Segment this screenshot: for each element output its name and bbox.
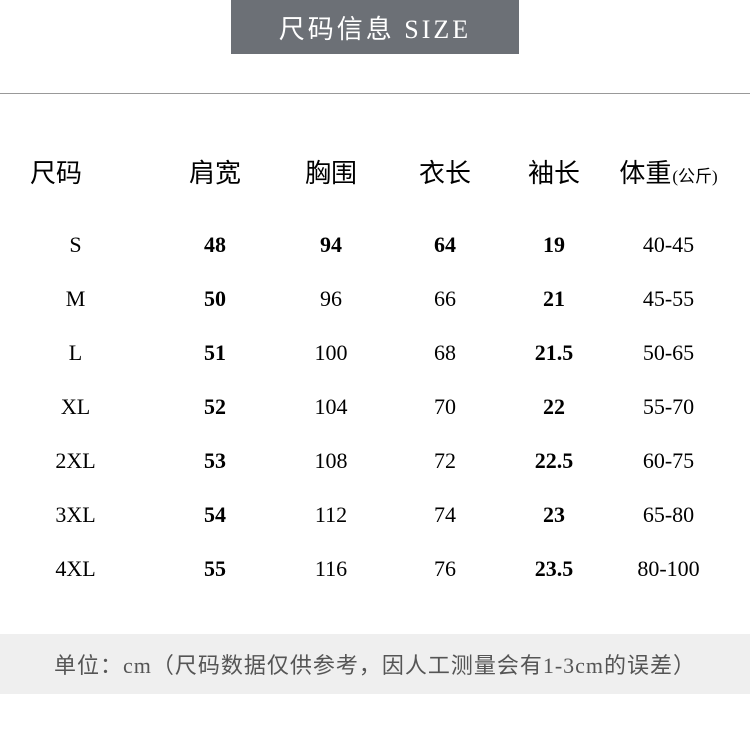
footer: 单位：cm（尺码数据仅供参考，因人工测量会有1-3cm的误差） bbox=[0, 634, 750, 694]
th-tizhong-label: 体重 bbox=[619, 159, 671, 188]
cell-size: 4XL bbox=[30, 556, 157, 582]
cell-xiuchang: 22 bbox=[501, 394, 607, 420]
cell-jiankuan: 53 bbox=[157, 448, 273, 474]
th-tizhong: 体重(公斤) bbox=[607, 153, 730, 190]
th-yichang: 衣长 bbox=[389, 153, 501, 190]
cell-tizhong: 55-70 bbox=[607, 394, 730, 420]
th-xiuchang: 袖长 bbox=[501, 153, 607, 190]
cell-xiuchang: 21 bbox=[501, 286, 607, 312]
cell-xiongwei: 112 bbox=[273, 502, 389, 528]
cell-yichang: 72 bbox=[389, 448, 501, 474]
cell-size: M bbox=[30, 286, 157, 312]
table-body: S 48 94 64 19 40-45 M 50 96 66 21 45-55 … bbox=[30, 218, 730, 596]
cell-jiankuan: 52 bbox=[157, 394, 273, 420]
th-size: 尺码 bbox=[30, 153, 157, 190]
th-tizhong-unit: (公斤) bbox=[672, 167, 717, 186]
cell-yichang: 66 bbox=[389, 286, 501, 312]
cell-jiankuan: 51 bbox=[157, 340, 273, 366]
table-row: 3XL 54 112 74 23 65-80 bbox=[30, 488, 730, 542]
table-header-row: 尺码 肩宽 胸围 衣长 袖长 体重(公斤) bbox=[30, 153, 730, 190]
cell-tizhong: 40-45 bbox=[607, 232, 730, 258]
banner: 尺码信息 SIZE bbox=[231, 0, 519, 54]
cell-xiuchang: 23 bbox=[501, 502, 607, 528]
cell-yichang: 64 bbox=[389, 232, 501, 258]
cell-xiongwei: 94 bbox=[273, 232, 389, 258]
table-row: L 51 100 68 21.5 50-65 bbox=[30, 326, 730, 380]
cell-xiongwei: 104 bbox=[273, 394, 389, 420]
table-row: XL 52 104 70 22 55-70 bbox=[30, 380, 730, 434]
cell-tizhong: 60-75 bbox=[607, 448, 730, 474]
table-row: M 50 96 66 21 45-55 bbox=[30, 272, 730, 326]
cell-size: S bbox=[30, 232, 157, 258]
cell-tizhong: 50-65 bbox=[607, 340, 730, 366]
cell-yichang: 74 bbox=[389, 502, 501, 528]
cell-yichang: 70 bbox=[389, 394, 501, 420]
cell-xiongwei: 116 bbox=[273, 556, 389, 582]
cell-xiongwei: 100 bbox=[273, 340, 389, 366]
cell-size: XL bbox=[30, 394, 157, 420]
cell-xiongwei: 96 bbox=[273, 286, 389, 312]
cell-size: 2XL bbox=[30, 448, 157, 474]
cell-xiuchang: 19 bbox=[501, 232, 607, 258]
cell-tizhong: 80-100 bbox=[607, 556, 730, 582]
cell-yichang: 68 bbox=[389, 340, 501, 366]
cell-jiankuan: 55 bbox=[157, 556, 273, 582]
th-jiankuan: 肩宽 bbox=[157, 153, 273, 190]
cell-jiankuan: 54 bbox=[157, 502, 273, 528]
cell-size: L bbox=[30, 340, 157, 366]
cell-tizhong: 45-55 bbox=[607, 286, 730, 312]
footer-text: 单位：cm（尺码数据仅供参考，因人工测量会有1-3cm的误差） bbox=[54, 648, 696, 680]
cell-xiuchang: 21.5 bbox=[501, 340, 607, 366]
cell-xiuchang: 22.5 bbox=[501, 448, 607, 474]
cell-xiuchang: 23.5 bbox=[501, 556, 607, 582]
cell-size: 3XL bbox=[30, 502, 157, 528]
cell-tizhong: 65-80 bbox=[607, 502, 730, 528]
th-xiongwei: 胸围 bbox=[273, 153, 389, 190]
table-row: 2XL 53 108 72 22.5 60-75 bbox=[30, 434, 730, 488]
page: 尺码信息 SIZE 尺码 肩宽 胸围 衣长 袖长 体重(公斤) S 48 94 … bbox=[0, 0, 750, 750]
cell-jiankuan: 48 bbox=[157, 232, 273, 258]
cell-jiankuan: 50 bbox=[157, 286, 273, 312]
table-row: S 48 94 64 19 40-45 bbox=[30, 218, 730, 272]
banner-label: 尺码信息 SIZE bbox=[279, 9, 471, 46]
table-row: 4XL 55 116 76 23.5 80-100 bbox=[30, 542, 730, 596]
cell-xiongwei: 108 bbox=[273, 448, 389, 474]
size-table: 尺码 肩宽 胸围 衣长 袖长 体重(公斤) S 48 94 64 19 40-4… bbox=[30, 153, 730, 596]
horizontal-rule bbox=[0, 93, 750, 94]
cell-yichang: 76 bbox=[389, 556, 501, 582]
